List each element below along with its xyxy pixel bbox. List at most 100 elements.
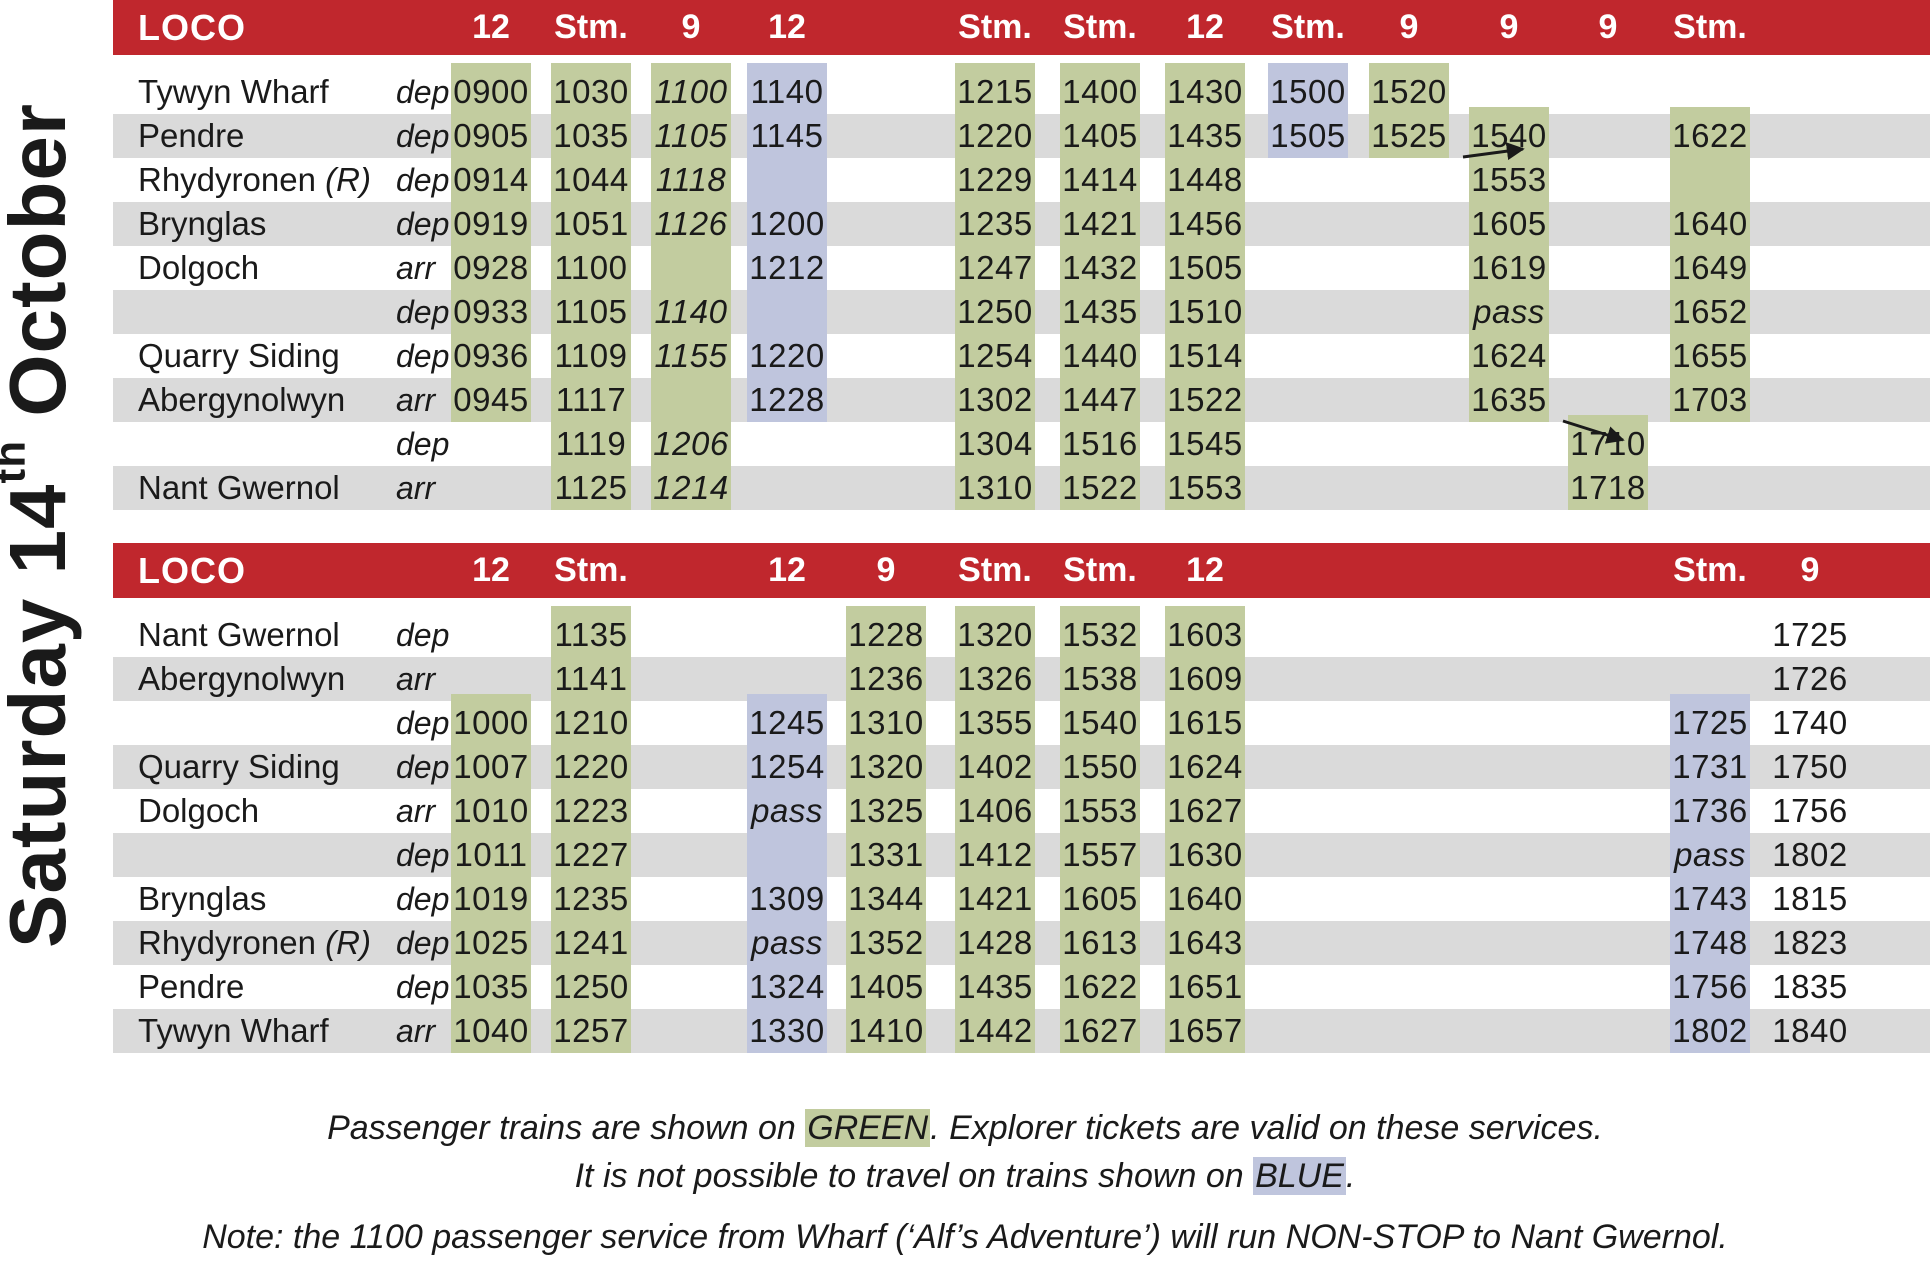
departure-time: 1726: [1772, 660, 1848, 697]
departure-time: 1105: [654, 117, 728, 154]
departure-time: 1619: [1471, 249, 1547, 286]
departure-time: 1718: [1570, 469, 1646, 506]
departure-time: 1227: [553, 836, 629, 873]
departure-time: 1613: [1062, 924, 1138, 961]
departure-time: 1605: [1062, 880, 1138, 917]
departure-time: 1815: [1772, 880, 1848, 917]
departure-time: 1406: [957, 792, 1033, 829]
up-timetable: LOCO 12 Stm. 9 12 Stm. Stm. 12 Stm. 9 9 9 Stm. Tywyn …: [113, 0, 1930, 520]
departure-time: 1126: [654, 205, 728, 242]
departure-time: 1627: [1167, 792, 1243, 829]
departure-time: 1525: [1371, 117, 1447, 154]
departure-time: 1435: [957, 968, 1033, 1005]
blue-service-block: [747, 63, 827, 422]
departure-time: 1405: [1062, 117, 1138, 154]
departure-time: 1405: [848, 968, 924, 1005]
blue-service-block: [1268, 63, 1348, 158]
station-name: Pendre: [138, 117, 245, 154]
departure-time: 1309: [749, 880, 825, 917]
arr-dep-label: dep: [396, 74, 450, 110]
arr-dep-label: arr: [396, 382, 436, 418]
departure-time: 1105: [554, 293, 628, 330]
departure-time: 1247: [957, 249, 1033, 286]
departure-time: 1703: [1672, 381, 1748, 418]
departure-time: 1352: [848, 924, 924, 961]
loco-number: Stm.: [554, 551, 628, 589]
arr-dep-label: dep: [396, 705, 450, 741]
departure-time: 1412: [957, 836, 1033, 873]
departure-time: 1622: [1672, 117, 1748, 154]
departure-time: 1448: [1167, 161, 1243, 198]
departure-time: 0936: [453, 337, 529, 374]
departure-time: 1007: [453, 748, 529, 785]
footnote-1b: . Explorer tickets are valid on these se…: [930, 1109, 1603, 1147]
departure-time: 1505: [1167, 249, 1243, 286]
arr-dep-label: dep: [396, 881, 450, 917]
loco-number: 12: [768, 8, 806, 46]
loco-number: Stm.: [1063, 551, 1137, 589]
station-name: Tywyn Wharf: [138, 73, 329, 110]
green-service-block: [1060, 63, 1140, 510]
departure-time: 1241: [553, 924, 629, 961]
connection-arrows: [1462, 142, 1625, 444]
departure-time: 1320: [957, 616, 1033, 653]
departure-time: 1119: [555, 425, 627, 462]
departure-time: 1725: [1772, 616, 1848, 653]
departure-time: 1302: [957, 381, 1033, 418]
loco-number: Stm.: [958, 8, 1032, 46]
loco-number: Stm.: [1673, 551, 1747, 589]
departure-time: 1649: [1672, 249, 1748, 286]
request-stop-mark: (R): [315, 161, 371, 198]
green-service-block: [1165, 606, 1245, 1053]
departure-time: 1505: [1270, 117, 1346, 154]
arr-dep-label: dep: [396, 925, 450, 961]
departure-time: 0905: [453, 117, 529, 154]
departure-time: 1624: [1167, 748, 1243, 785]
arr-dep-label: arr: [396, 793, 436, 829]
departure-time: 1326: [957, 660, 1033, 697]
loco-number: Stm.: [1673, 8, 1747, 46]
departure-time: 1051: [553, 205, 629, 242]
departure-time: 1731: [1672, 748, 1748, 785]
station-name: Brynglas: [138, 205, 267, 242]
departure-time: 1522: [1062, 469, 1138, 506]
departure-time: 1651: [1167, 968, 1243, 1005]
departure-time: 1640: [1167, 880, 1243, 917]
station-name: Rhydyronen (R): [138, 161, 371, 198]
departure-time: 1235: [553, 880, 629, 917]
departure-time: 1118: [655, 161, 727, 198]
departure-time: 1414: [1062, 161, 1138, 198]
departure-time: 1331: [848, 836, 924, 873]
departure-time: 1330: [749, 1012, 825, 1049]
departure-time: 1442: [957, 1012, 1033, 1049]
departure-time: 1652: [1672, 293, 1748, 330]
loco-number: 9: [1399, 8, 1419, 46]
departure-time: 1310: [848, 704, 924, 741]
departure-time: 1325: [848, 792, 924, 829]
departure-time: 1000: [453, 704, 529, 741]
departure-time: 1740: [1772, 704, 1848, 741]
connection-arrow-1: [1462, 142, 1525, 161]
departure-time: 1520: [1371, 73, 1447, 110]
green-service-block: [451, 694, 531, 1053]
loco-number: Stm.: [554, 8, 628, 46]
departure-time: 1030: [553, 73, 629, 110]
departure-time: 1635: [1471, 381, 1547, 418]
departure-time: 1748: [1672, 924, 1748, 961]
departure-time: 1254: [749, 748, 825, 785]
connection-arrow-2: [1562, 419, 1625, 444]
departure-time: 1324: [749, 968, 825, 1005]
departure-time: 1736: [1672, 792, 1748, 829]
departure-time: 1756: [1672, 968, 1748, 1005]
arr-dep-label: dep: [396, 749, 450, 785]
departure-time: 1750: [1772, 748, 1848, 785]
departure-time: 1605: [1471, 205, 1547, 242]
station-name: Pendre: [138, 968, 245, 1005]
green-legend: GREEN: [805, 1109, 931, 1147]
departure-time: pass: [1473, 293, 1545, 330]
departure-time: 1540: [1062, 704, 1138, 741]
station-name: Brynglas: [138, 880, 267, 917]
green-service-block: [1369, 63, 1449, 158]
green-service-block: [846, 606, 926, 1053]
loco-number: Stm.: [1271, 8, 1345, 46]
